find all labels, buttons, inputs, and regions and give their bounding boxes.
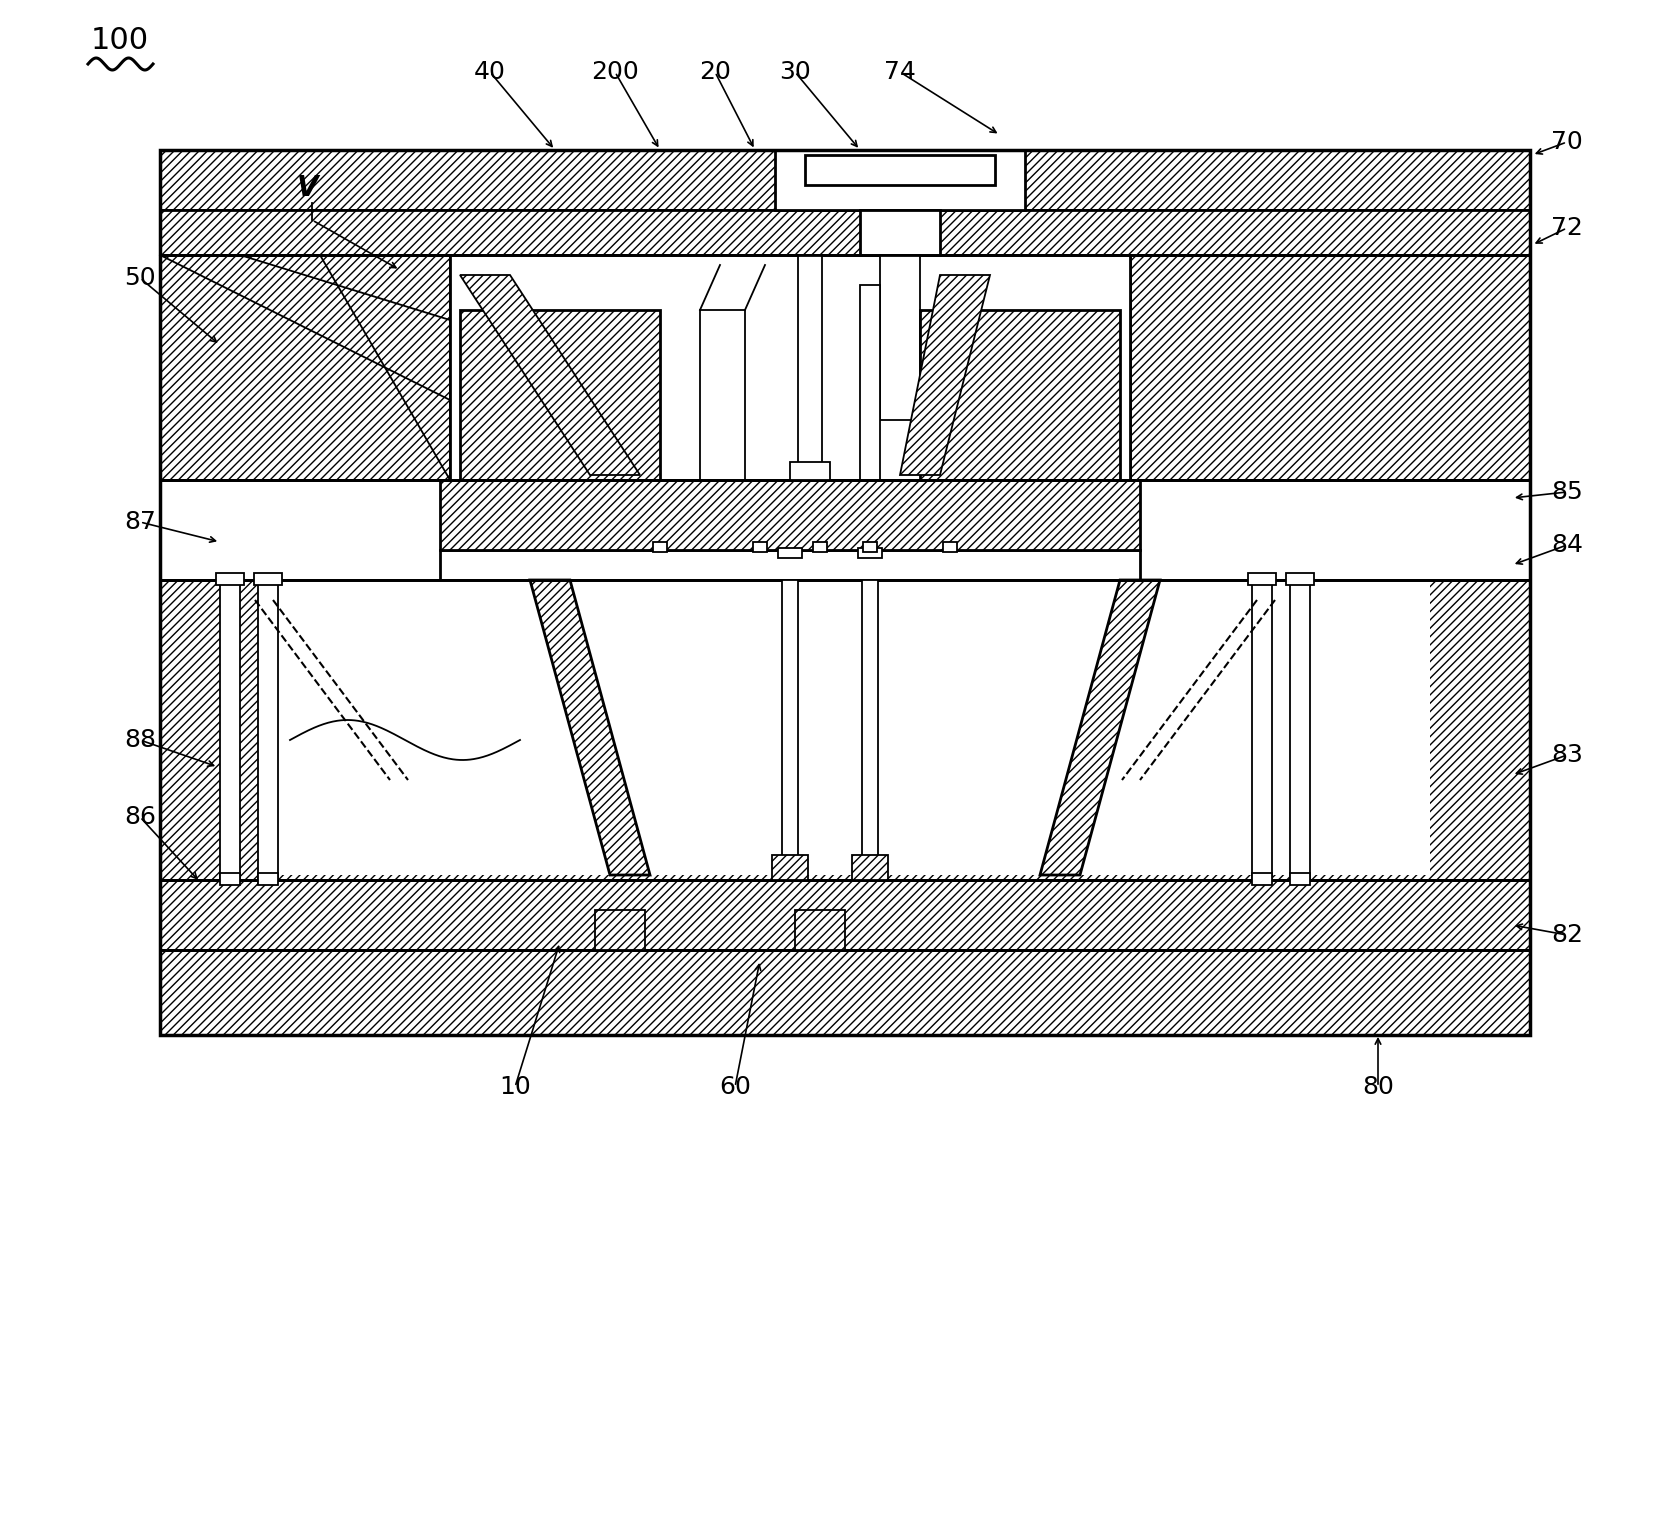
Bar bbox=[439, 480, 1140, 550]
Bar bbox=[862, 542, 877, 551]
Text: 30: 30 bbox=[779, 60, 810, 85]
Bar bbox=[812, 542, 827, 551]
Text: 70: 70 bbox=[1551, 129, 1582, 154]
Text: 60: 60 bbox=[719, 1075, 750, 1100]
Bar bbox=[160, 879, 1529, 950]
Polygon shape bbox=[1130, 256, 1529, 480]
Text: 20: 20 bbox=[699, 60, 730, 85]
Bar bbox=[860, 285, 880, 480]
Text: 40: 40 bbox=[474, 60, 506, 85]
Bar bbox=[160, 209, 1529, 256]
Bar bbox=[752, 542, 767, 551]
Bar bbox=[258, 873, 278, 886]
Text: 86: 86 bbox=[123, 805, 156, 829]
Polygon shape bbox=[160, 256, 449, 480]
Text: 82: 82 bbox=[1551, 922, 1582, 947]
Bar bbox=[258, 581, 278, 879]
Bar bbox=[804, 156, 995, 185]
Bar bbox=[699, 310, 744, 480]
Bar bbox=[860, 209, 940, 256]
Bar bbox=[1251, 581, 1271, 879]
Bar bbox=[1290, 581, 1310, 879]
Bar bbox=[220, 581, 240, 879]
Bar bbox=[772, 855, 807, 879]
Bar bbox=[794, 910, 845, 950]
Bar bbox=[1251, 873, 1271, 886]
Text: 83: 83 bbox=[1551, 742, 1582, 767]
Bar bbox=[942, 542, 957, 551]
Text: 88: 88 bbox=[123, 728, 156, 752]
Bar bbox=[880, 256, 920, 420]
Bar bbox=[459, 310, 659, 480]
Text: 50: 50 bbox=[125, 266, 156, 290]
Text: 10: 10 bbox=[499, 1075, 531, 1100]
Bar bbox=[852, 855, 887, 879]
Text: 74: 74 bbox=[884, 60, 915, 85]
Bar bbox=[797, 256, 822, 480]
Bar bbox=[1248, 573, 1275, 585]
Bar bbox=[160, 149, 1529, 1035]
Text: 200: 200 bbox=[591, 60, 639, 85]
Bar bbox=[449, 256, 1130, 480]
Bar bbox=[862, 581, 877, 879]
Bar bbox=[260, 581, 1429, 875]
Bar bbox=[774, 149, 1025, 209]
Text: 100: 100 bbox=[92, 26, 150, 54]
Text: 80: 80 bbox=[1361, 1075, 1393, 1100]
Polygon shape bbox=[900, 276, 990, 474]
Bar bbox=[857, 548, 882, 557]
Polygon shape bbox=[529, 581, 649, 875]
Polygon shape bbox=[1040, 581, 1160, 875]
Bar bbox=[160, 581, 1529, 879]
Bar bbox=[594, 910, 644, 950]
Bar bbox=[216, 573, 245, 585]
Text: 85: 85 bbox=[1551, 480, 1582, 504]
Bar bbox=[220, 873, 240, 886]
Bar bbox=[160, 149, 1529, 209]
Bar bbox=[789, 462, 829, 480]
Bar bbox=[920, 310, 1120, 480]
Text: V: V bbox=[298, 174, 318, 202]
Text: 87: 87 bbox=[125, 510, 156, 534]
Polygon shape bbox=[459, 276, 639, 474]
Bar bbox=[782, 581, 797, 879]
Bar bbox=[160, 950, 1529, 1035]
Bar bbox=[1285, 573, 1313, 585]
Text: 72: 72 bbox=[1551, 216, 1582, 240]
Bar bbox=[1290, 873, 1310, 886]
Bar bbox=[652, 542, 667, 551]
Bar bbox=[255, 573, 281, 585]
Bar bbox=[439, 550, 1140, 581]
Text: 84: 84 bbox=[1551, 533, 1582, 557]
Bar bbox=[777, 548, 802, 557]
